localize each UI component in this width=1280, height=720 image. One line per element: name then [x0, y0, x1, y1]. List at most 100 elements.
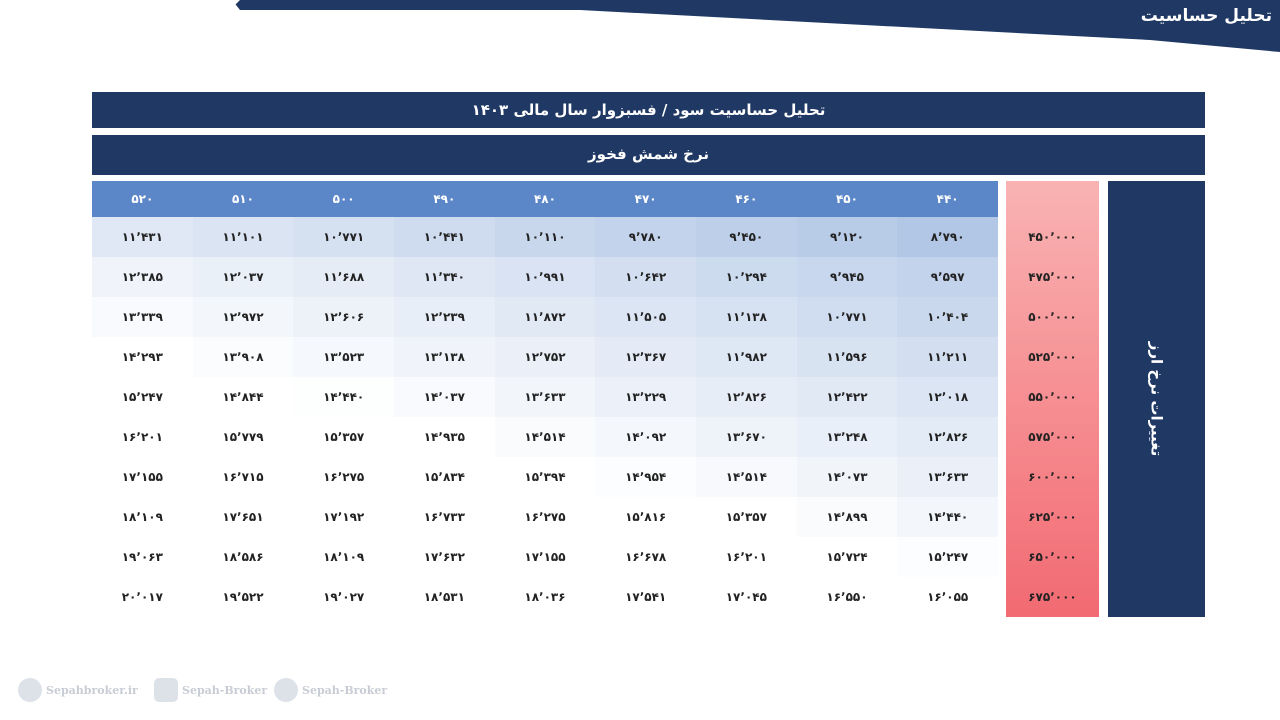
- table-cell: ۱۳٬۹۰۸: [193, 337, 294, 377]
- table-cell: ۱۶٬۲۷۵: [524, 510, 566, 524]
- table-cell: ۱۷٬۱۵۵: [121, 470, 163, 484]
- table-cell: ۱۵٬۳۵۷: [323, 430, 365, 444]
- table-cell: ۱۲٬۸۲۶: [696, 377, 797, 417]
- side-label: تغییرات نرخ ارز: [1147, 341, 1166, 457]
- table-cell: ۱۰٬۶۴۲: [595, 257, 696, 297]
- table-cell: ۱۳٬۲۴۸: [796, 417, 898, 457]
- row-header: ۴۵۰٬۰۰۰: [1028, 230, 1077, 244]
- column-header: ۵۰۰: [293, 181, 394, 217]
- table-cell: ۱۲٬۸۲۶: [897, 417, 998, 457]
- table-cell: ۲۰٬۰۱۷: [121, 590, 163, 604]
- table-cell: ۱۲٬۰۳۷: [192, 257, 294, 297]
- table-cell: ۱۶٬۲۰۱: [121, 430, 163, 444]
- table-cell: ۱۱٬۸۷۲: [494, 297, 596, 337]
- table-cell: ۹٬۱۲۰: [796, 217, 898, 257]
- column-header: ۴۶۰: [696, 181, 797, 217]
- table-cell: ۱۲٬۴۲۲: [796, 377, 898, 417]
- table-cell: ۱۳٬۶۷۰: [696, 417, 797, 457]
- table-cell: ۱۱٬۴۳۱: [92, 217, 193, 257]
- table-cell: ۱۶٬۲۷۵: [323, 470, 365, 484]
- table-cell: ۱۲٬۹۷۲: [192, 297, 294, 337]
- table-cell: ۱۴٬۵۱۴: [495, 417, 596, 457]
- table-cell: ۱۱٬۵۹۶: [796, 337, 898, 377]
- table-cell: ۱۳٬۵۲۳: [293, 337, 394, 377]
- table-cell: ۱۶٬۰۵۵: [927, 590, 969, 604]
- footer-text: Sepah-Broker: [182, 683, 268, 697]
- column-header: ۴۴۰: [897, 181, 998, 217]
- footer-instagram: Sepah-Broker: [154, 678, 267, 702]
- table-cell: ۱۳٬۲۲۹: [595, 377, 696, 417]
- table-cell: ۱۰٬۲۹۴: [696, 257, 797, 297]
- header-band: [0, 0, 1280, 52]
- table-cell: ۸٬۷۹۰: [897, 217, 998, 257]
- table-cell: ۱۵٬۸۳۴: [423, 470, 465, 484]
- table-cell: ۱۷٬۱۹۲: [323, 510, 365, 524]
- footer-text: Sepahbroker.ir: [46, 683, 138, 697]
- table-title: تحلیل حساسیت سود / فسبزوار سال مالی ۱۴۰۳: [92, 92, 1205, 128]
- table-cell: ۹٬۷۸۰: [595, 217, 696, 257]
- table-cell: ۱۶٬۷۳۳: [423, 510, 465, 524]
- table-cell: ۱۴٬۴۴۰: [897, 497, 998, 537]
- table-cell: ۱۴٬۵۱۴: [696, 457, 797, 497]
- row-header: ۶۲۵٬۰۰۰: [1028, 510, 1077, 524]
- table-cell: ۱۸٬۵۸۶: [222, 550, 264, 564]
- table-cell: ۱۸٬۱۰۹: [121, 510, 163, 524]
- table-cell: ۱۹٬۰۲۷: [323, 590, 365, 604]
- table-cell: ۱۱٬۶۸۸: [293, 257, 394, 297]
- footer-text: Sepah-Broker: [302, 683, 388, 697]
- table-cell: ۱۷٬۰۴۵: [725, 590, 767, 604]
- table-cell: ۱۰٬۴۰۴: [897, 297, 998, 337]
- table-cell: ۱۰٬۷۷۱: [796, 297, 898, 337]
- row-header: ۵۲۵٬۰۰۰: [1028, 350, 1077, 364]
- table-cell: ۱۵٬۲۴۷: [121, 390, 163, 404]
- row-header: ۶۵۰٬۰۰۰: [1028, 550, 1077, 564]
- table-cell: ۱۴٬۰۳۷: [394, 377, 495, 417]
- table-cell: ۱۴٬۹۵۴: [625, 470, 667, 484]
- table-cell: ۱۷٬۵۴۱: [625, 590, 667, 604]
- table-cell: ۹٬۴۵۰: [696, 217, 797, 257]
- table-cell: ۱۶٬۵۵۰: [826, 590, 868, 604]
- column-header: ۴۵۰: [796, 181, 898, 217]
- footer-website: Sepahbroker.ir: [18, 678, 138, 702]
- table-cell: ۱۴٬۰۹۲: [595, 417, 696, 457]
- table-cell: ۱۷٬۶۵۱: [222, 510, 264, 524]
- table-cell: ۱۰٬۷۷۱: [293, 217, 394, 257]
- table-cell: ۱۵٬۲۴۷: [927, 550, 969, 564]
- table-cell: ۱۵٬۸۱۶: [625, 510, 667, 524]
- table-cell: ۱۵٬۷۲۴: [826, 550, 868, 564]
- table-cell: ۱۱٬۹۸۲: [696, 337, 797, 377]
- table-cell: ۹٬۹۴۵: [796, 257, 898, 297]
- table-cell: ۱۶٬۲۰۱: [725, 550, 767, 564]
- table-cell: ۱۰٬۱۱۰: [494, 217, 596, 257]
- table-cell: ۱۳٬۶۳۳: [897, 457, 998, 497]
- table-cell: ۱۹٬۰۶۳: [121, 550, 163, 564]
- table-cell: ۱۴٬۸۹۹: [797, 497, 898, 537]
- table-cell: ۱۱٬۳۴۰: [394, 257, 495, 297]
- table-cell: ۹٬۵۹۷: [897, 257, 998, 297]
- table-cell: ۱۲٬۰۱۸: [897, 377, 998, 417]
- table-cell: ۱۱٬۱۳۸: [696, 297, 797, 337]
- table-cell: ۱۳٬۶۳۳: [494, 377, 596, 417]
- table-cell: ۱۷٬۱۵۵: [524, 550, 566, 564]
- table-cell: ۱۸٬۰۳۶: [524, 590, 566, 604]
- table-cell: ۱۶٬۶۷۸: [625, 550, 667, 564]
- table-cell: ۱۳٬۳۳۹: [92, 297, 193, 337]
- table-cell: ۱۵٬۳۹۴: [524, 470, 566, 484]
- row-header: ۴۷۵٬۰۰۰: [1028, 270, 1077, 284]
- table-cell: ۱۳٬۱۳۸: [394, 337, 495, 377]
- row-header: ۶۰۰٬۰۰۰: [1028, 470, 1077, 484]
- row-header: ۵۵۰٬۰۰۰: [1028, 390, 1077, 404]
- table-cell: ۱۸٬۵۳۱: [423, 590, 465, 604]
- row-header: ۵۷۵٬۰۰۰: [1028, 430, 1077, 444]
- table-subtitle: نرخ شمش فخوز: [92, 135, 1205, 173]
- table-cell: ۱۴٬۴۴۰: [323, 390, 365, 404]
- slide-title: تحلیل حساسیت: [1140, 6, 1272, 26]
- row-header: ۶۷۵٬۰۰۰: [1028, 590, 1077, 604]
- column-header: ۴۸۰: [494, 181, 596, 217]
- table-cell: ۱۴٬۸۴۴: [222, 390, 264, 404]
- side-label-box: تغییرات نرخ ارز: [1108, 181, 1205, 617]
- table-cell: ۱۰٬۹۹۱: [494, 257, 596, 297]
- row-header-column: [1006, 181, 1099, 617]
- table-cell: ۱۱٬۱۰۱: [192, 217, 294, 257]
- rule: [92, 173, 1205, 175]
